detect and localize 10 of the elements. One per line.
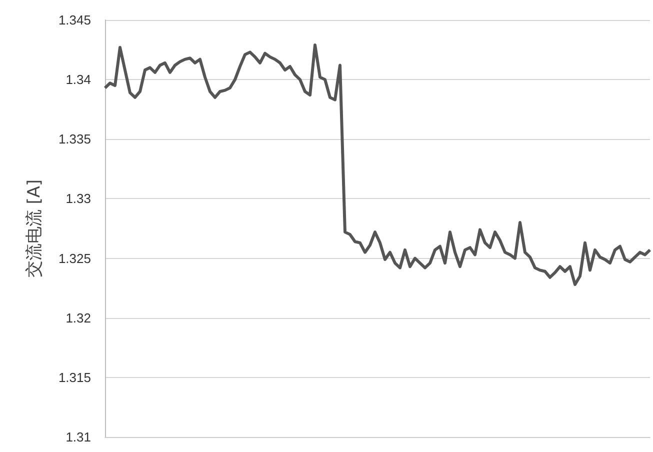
y-axis-title: 交流电流 [A] <box>24 179 44 278</box>
y-tick-label: 1.33 <box>66 191 91 206</box>
y-tick-label: 1.335 <box>58 132 91 147</box>
y-tick-label: 1.31 <box>66 430 91 444</box>
y-tick-label: 1.32 <box>66 310 91 326</box>
y-tick-label: 1.325 <box>58 250 91 266</box>
y-tick-label: 1.315 <box>58 370 91 385</box>
y-tick-label: 1.34 <box>66 72 91 88</box>
line-series <box>104 44 652 286</box>
y-tick-label: 1.345 <box>58 12 91 28</box>
